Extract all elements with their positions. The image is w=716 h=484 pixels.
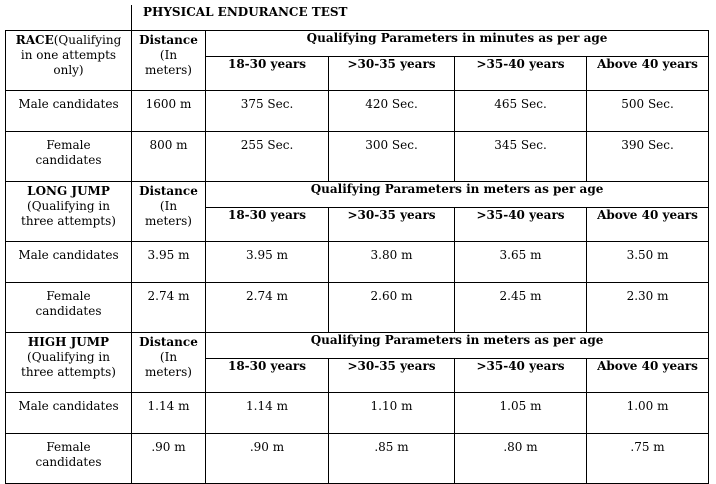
long-jump-distance-head-1: Distance — [139, 184, 198, 198]
table-title: PHYSICAL ENDURANCE TEST — [130, 5, 709, 31]
race-male-v2: 420 Sec. — [328, 90, 455, 132]
race-male-distance: 1600 m — [131, 90, 206, 132]
race-female-v3: 345 Sec. — [454, 131, 587, 182]
long-jump-distance-head-2: (In — [159, 199, 178, 213]
high-jump-distance-head-2: (In — [159, 350, 178, 364]
long-jump-distance-head: Distance (In meters) — [131, 181, 206, 242]
long-jump-female-distance: 2.74 m — [131, 282, 206, 333]
high-jump-event-note-2: three attempts) — [21, 365, 116, 379]
high-jump-male-v1: 1.14 m — [205, 392, 329, 434]
high-jump-age-4: Above 40 years — [585, 358, 710, 393]
high-jump-event-note-1: (Qualifying in — [27, 350, 110, 364]
high-jump-male-v3: 1.05 m — [454, 392, 587, 434]
high-jump-header-row-2: 18-30 years >30-35 years >35-40 years Ab… — [6, 358, 710, 393]
high-jump-params-title: Qualifying Parameters in meters as per a… — [204, 332, 710, 359]
title-blank-cell — [5, 5, 132, 31]
long-jump-age-2: >30-35 years — [328, 207, 455, 242]
race-female-label-2: candidates — [35, 153, 102, 167]
high-jump-age-2: >30-35 years — [328, 358, 455, 393]
long-jump-male-v1: 3.95 m — [205, 241, 329, 283]
high-jump-age-1: 18-30 years — [205, 358, 329, 393]
high-jump-female-v1: .90 m — [205, 433, 329, 484]
long-jump-male-v3: 3.65 m — [454, 241, 587, 283]
long-jump-female-v2: 2.60 m — [328, 282, 455, 333]
long-jump-event-note-2: three attempts) — [21, 214, 116, 228]
race-age-2: >30-35 years — [328, 56, 455, 91]
race-distance-head: Distance (In meters) — [131, 30, 206, 91]
high-jump-male-row: Male candidates 1.14 m 1.14 m 1.10 m 1.0… — [5, 392, 710, 434]
high-jump-distance-head-3: meters) — [145, 365, 192, 379]
long-jump-female-label-1: Female — [46, 289, 91, 303]
race-female-v4: 390 Sec. — [585, 131, 710, 182]
long-jump-female-label: Female candidates — [5, 282, 132, 333]
high-jump-male-distance: 1.14 m — [131, 392, 206, 434]
race-female-label: Female candidates — [5, 131, 132, 182]
high-jump-distance-head-1: Distance — [139, 335, 198, 349]
long-jump-male-v4: 3.50 m — [585, 241, 710, 283]
long-jump-age-1: 18-30 years — [205, 207, 329, 242]
long-jump-age-3: >35-40 years — [454, 207, 587, 242]
physical-endurance-table: PHYSICAL ENDURANCE TEST RACE(Qualifying … — [5, 5, 710, 484]
race-male-v1: 375 Sec. — [205, 90, 329, 132]
high-jump-female-label: Female candidates — [5, 433, 132, 484]
race-event-note-1: (Qualifying — [53, 33, 122, 47]
race-header-row-1: RACE(Qualifying in one attempts only) Di… — [5, 30, 710, 91]
high-jump-distance-head: Distance (In meters) — [131, 332, 206, 393]
long-jump-male-distance: 3.95 m — [131, 241, 206, 283]
long-jump-age-4: Above 40 years — [585, 207, 710, 242]
long-jump-male-v2: 3.80 m — [328, 241, 455, 283]
race-event-note-2: in one attempts — [20, 48, 117, 62]
high-jump-header-row-1: HIGH JUMP (Qualifying in three attempts)… — [5, 332, 710, 393]
high-jump-female-label-2: candidates — [35, 455, 102, 469]
race-female-v1: 255 Sec. — [205, 131, 329, 182]
race-distance-head-3: meters) — [145, 63, 192, 77]
race-male-v4: 500 Sec. — [585, 90, 710, 132]
race-male-v3: 465 Sec. — [454, 90, 587, 132]
race-age-1: 18-30 years — [205, 56, 329, 91]
high-jump-event-name: HIGH JUMP — [27, 335, 110, 349]
high-jump-male-label: Male candidates — [5, 392, 132, 434]
long-jump-distance-head-3: meters) — [145, 214, 192, 228]
high-jump-event-cell: HIGH JUMP (Qualifying in three attempts) — [5, 332, 132, 393]
long-jump-male-row: Male candidates 3.95 m 3.95 m 3.80 m 3.6… — [5, 241, 710, 283]
race-age-4: Above 40 years — [585, 56, 710, 91]
race-params-title: Qualifying Parameters in minutes as per … — [204, 30, 710, 57]
long-jump-female-row: Female candidates 2.74 m 2.74 m 2.60 m 2… — [5, 282, 710, 333]
title-row: PHYSICAL ENDURANCE TEST — [5, 5, 709, 31]
high-jump-female-distance: .90 m — [131, 433, 206, 484]
long-jump-event-note-1: (Qualifying in — [27, 199, 110, 213]
race-event-cell: RACE(Qualifying in one attempts only) — [5, 30, 132, 91]
long-jump-female-v4: 2.30 m — [585, 282, 710, 333]
high-jump-female-row: Female candidates .90 m .90 m .85 m .80 … — [5, 433, 710, 484]
long-jump-male-label: Male candidates — [5, 241, 132, 283]
race-distance-head-2: (In — [159, 48, 178, 62]
race-male-label: Male candidates — [5, 90, 132, 132]
high-jump-male-v2: 1.10 m — [328, 392, 455, 434]
high-jump-female-v4: .75 m — [585, 433, 710, 484]
race-female-label-1: Female — [46, 138, 91, 152]
long-jump-female-label-2: candidates — [35, 304, 102, 318]
race-header-row-2: 18-30 years >30-35 years >35-40 years Ab… — [6, 56, 710, 91]
long-jump-event-name: LONG JUMP — [27, 184, 110, 198]
race-male-row: Male candidates 1600 m 375 Sec. 420 Sec.… — [5, 90, 710, 132]
document-page: PHYSICAL ENDURANCE TEST RACE(Qualifying … — [5, 5, 710, 484]
long-jump-female-v3: 2.45 m — [454, 282, 587, 333]
race-event-name: RACE — [15, 33, 54, 47]
long-jump-event-cell: LONG JUMP (Qualifying in three attempts) — [5, 181, 132, 242]
race-age-3: >35-40 years — [454, 56, 587, 91]
high-jump-female-v3: .80 m — [454, 433, 587, 484]
high-jump-female-v2: .85 m — [328, 433, 455, 484]
long-jump-female-v1: 2.74 m — [205, 282, 329, 333]
race-event-note-3: only) — [53, 63, 84, 77]
high-jump-age-3: >35-40 years — [454, 358, 587, 393]
high-jump-male-v4: 1.00 m — [585, 392, 710, 434]
long-jump-header-row-1: LONG JUMP (Qualifying in three attempts)… — [5, 181, 710, 242]
race-female-distance: 800 m — [131, 131, 206, 182]
race-distance-head-1: Distance — [139, 33, 198, 47]
race-female-v2: 300 Sec. — [328, 131, 455, 182]
high-jump-female-label-1: Female — [46, 440, 91, 454]
long-jump-header-row-2: 18-30 years >30-35 years >35-40 years Ab… — [6, 207, 710, 242]
long-jump-params-title: Qualifying Parameters in meters as per a… — [204, 181, 710, 208]
race-female-row: Female candidates 800 m 255 Sec. 300 Sec… — [5, 131, 710, 182]
